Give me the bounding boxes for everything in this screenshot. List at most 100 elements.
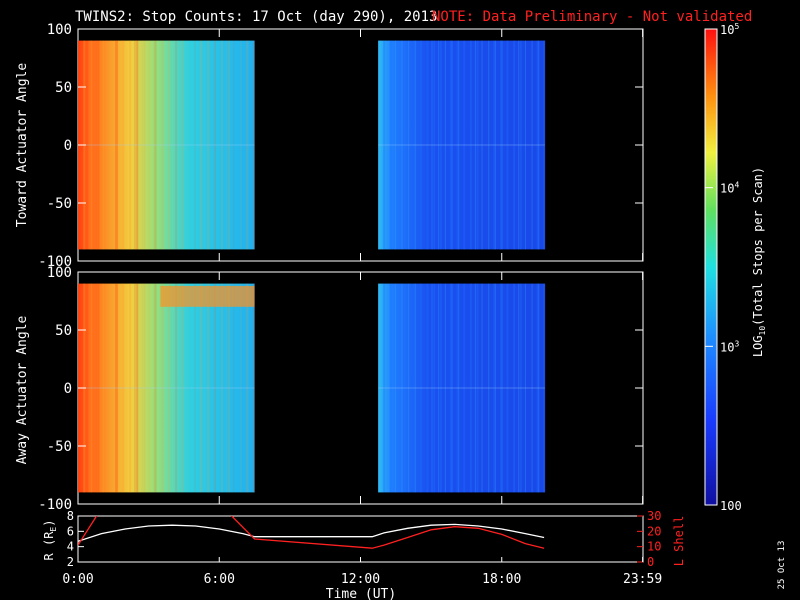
data-stripe — [116, 283, 118, 493]
data-stripe — [383, 283, 386, 493]
data-stripe — [206, 283, 209, 493]
data-stripe — [389, 40, 392, 250]
data-stripe — [90, 283, 93, 493]
r-tick-label: 6 — [67, 524, 74, 538]
colorbar: 105 104 103 100 LOG10(Total Stops per Scan) — [704, 22, 767, 513]
data-stripe — [518, 283, 520, 493]
data-stripe — [378, 40, 380, 250]
data-stripe — [97, 40, 100, 250]
data-stripe — [122, 283, 125, 493]
y-tick-label: -50 — [47, 196, 72, 212]
data-stripe — [213, 40, 216, 250]
data-stripe — [451, 283, 453, 493]
ephemeris-panel-frame — [77, 515, 644, 563]
data-stripe — [481, 40, 483, 250]
data-stripe — [175, 40, 178, 250]
colorbar-label: LOG10(Total Stops per Scan) — [751, 167, 767, 357]
data-stripe — [458, 283, 460, 493]
data-stripe — [153, 40, 156, 250]
toward-panel: 100 50 0 -50 -100 Toward Actuator Angle — [15, 22, 644, 270]
data-stripe — [396, 283, 399, 493]
data-stripe — [414, 283, 416, 493]
lshell-axis-label: L Shell — [672, 516, 686, 567]
y-tick-label: -100 — [38, 254, 72, 270]
lshell-tick-label: 20 — [647, 524, 661, 538]
colorbar-tick-label: 100 — [720, 499, 742, 513]
data-stripe — [531, 40, 533, 250]
r-tick-label: 4 — [67, 540, 74, 554]
data-stripe — [494, 283, 496, 493]
data-stripe — [476, 40, 479, 250]
time-axis-label: Time (UT) — [326, 587, 396, 600]
data-stripe — [531, 283, 533, 493]
data-stripe — [115, 40, 118, 250]
data-stripe — [201, 40, 203, 250]
toward-data-blocks — [78, 40, 546, 250]
data-stripe — [233, 40, 235, 250]
data-stripe — [182, 283, 185, 493]
data-stripe — [401, 40, 403, 250]
y-tick-label: 0 — [64, 138, 72, 154]
data-stripe — [458, 40, 460, 250]
data-stripe — [456, 40, 459, 250]
data-stripe — [194, 283, 196, 493]
data-stripe — [187, 40, 189, 250]
data-stripe — [148, 283, 150, 493]
data-stripe — [519, 40, 522, 250]
data-stripe — [543, 40, 546, 250]
data-stripe — [252, 40, 255, 250]
data-stripe — [388, 283, 390, 493]
data-stripe — [245, 283, 248, 493]
away-panel: 100 50 0 -50 -100 Away Actuator Angle — [15, 265, 644, 513]
data-stripe — [476, 283, 479, 493]
data-stripe — [95, 40, 97, 250]
x-tick-label: 18:00 — [482, 572, 521, 587]
data-stripe — [474, 40, 476, 250]
x-tick-label: 12:00 — [341, 572, 380, 587]
data-stripe — [444, 283, 446, 493]
data-stripe — [456, 283, 459, 493]
data-stripe — [95, 283, 97, 493]
colorbar-gradient — [704, 28, 718, 506]
radius-line — [78, 523, 545, 542]
data-stripe — [414, 40, 416, 250]
data-stripe — [136, 40, 139, 250]
data-stripe — [494, 40, 496, 250]
data-stripe — [88, 40, 90, 250]
data-stripe — [208, 283, 210, 493]
data-stripe — [206, 40, 209, 250]
data-stripe — [401, 283, 403, 493]
lshell-line — [78, 516, 545, 549]
data-stripe — [160, 40, 163, 250]
colorbar-tick-label: 104 — [720, 181, 739, 196]
data-stripe — [488, 283, 490, 493]
away-y-ticks: 100 50 0 -50 -100 — [38, 265, 643, 513]
data-stripe — [543, 283, 546, 493]
data-stripe — [439, 40, 442, 250]
y-tick-label: 100 — [47, 22, 72, 38]
data-stripe — [247, 40, 249, 250]
data-stripe — [226, 40, 228, 250]
data-stripe — [378, 283, 380, 493]
data-stripe — [469, 283, 472, 493]
data-stripe — [122, 40, 125, 250]
data-stripe — [513, 40, 516, 250]
data-block — [78, 283, 255, 493]
data-stripe — [245, 40, 248, 250]
ephemeris-lines — [78, 516, 545, 549]
y-tick-label: 0 — [64, 381, 72, 397]
data-stripe — [426, 283, 429, 493]
toward-y-ticks: 100 50 0 -50 -100 — [38, 22, 643, 270]
data-stripe — [538, 40, 540, 250]
data-stripe — [226, 283, 228, 493]
data-stripe — [115, 283, 118, 493]
x-tick-label: 23:59 — [623, 572, 662, 587]
data-stripe — [102, 283, 104, 493]
data-stripe — [109, 40, 111, 250]
data-stripe — [180, 40, 182, 250]
data-stripe — [175, 283, 178, 493]
data-stripe — [162, 40, 164, 250]
data-stripe — [129, 40, 132, 250]
data-stripe — [199, 40, 202, 250]
data-stripe — [155, 283, 157, 493]
